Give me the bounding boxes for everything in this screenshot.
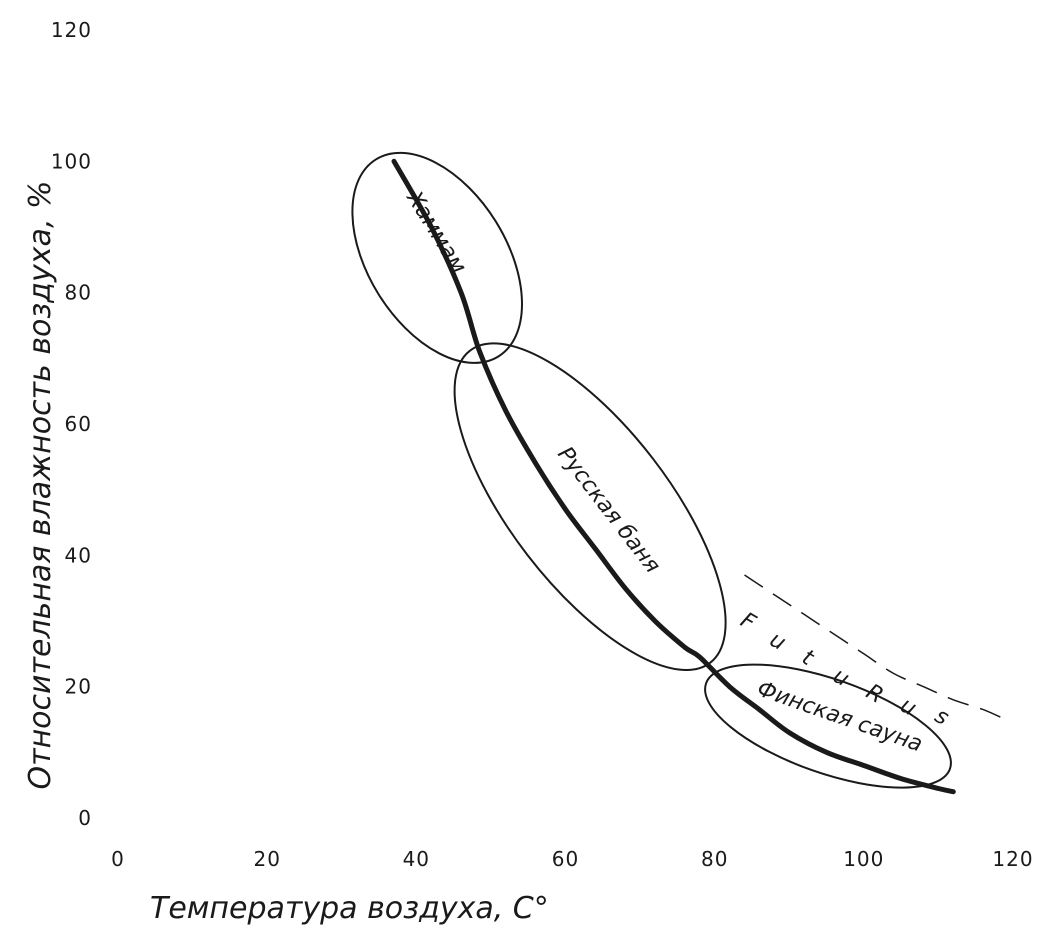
x-axis-tick-labels: 0 20 40 60 80 100 120 <box>111 847 1033 871</box>
y-tick-label: 20 <box>65 675 92 699</box>
y-tick-label: 80 <box>65 281 92 305</box>
zone-group: Русская баня <box>453 342 727 671</box>
futurus-letter: u <box>765 627 790 656</box>
x-tick-label: 80 <box>701 847 728 871</box>
series-lines <box>391 158 956 795</box>
series-line <box>391 158 956 795</box>
y-tick-label: 0 <box>78 806 92 830</box>
futurus-letter: s <box>930 703 952 730</box>
x-tick-label: 0 <box>111 847 125 871</box>
futurus-dashed-curve <box>744 574 1006 721</box>
zone-label: Русская баня <box>552 442 665 578</box>
x-tick-label: 120 <box>992 847 1033 871</box>
x-axis-title: Температура воздуха, С° <box>150 891 549 926</box>
y-tick-label: 60 <box>65 412 92 436</box>
y-tick-label: 40 <box>65 543 92 567</box>
x-tick-label: 20 <box>253 847 280 871</box>
futurus-letter: F <box>736 608 760 636</box>
zone-group: Хаммам <box>351 151 523 364</box>
x-tick-label: 100 <box>843 847 884 871</box>
y-tick-label: 100 <box>51 149 92 173</box>
y-axis-tick-labels: 0 20 40 60 80 100 120 <box>51 18 92 830</box>
x-tick-label: 40 <box>403 847 430 871</box>
zone-ellipse <box>704 663 952 789</box>
futurus-letter: t <box>797 645 818 672</box>
y-axis-title: Относительная влажность воздуха, % <box>23 180 58 789</box>
y-tick-label: 120 <box>51 18 92 42</box>
zone-ellipse <box>351 151 523 364</box>
zone-ellipse <box>453 342 727 671</box>
x-tick-label: 60 <box>552 847 579 871</box>
